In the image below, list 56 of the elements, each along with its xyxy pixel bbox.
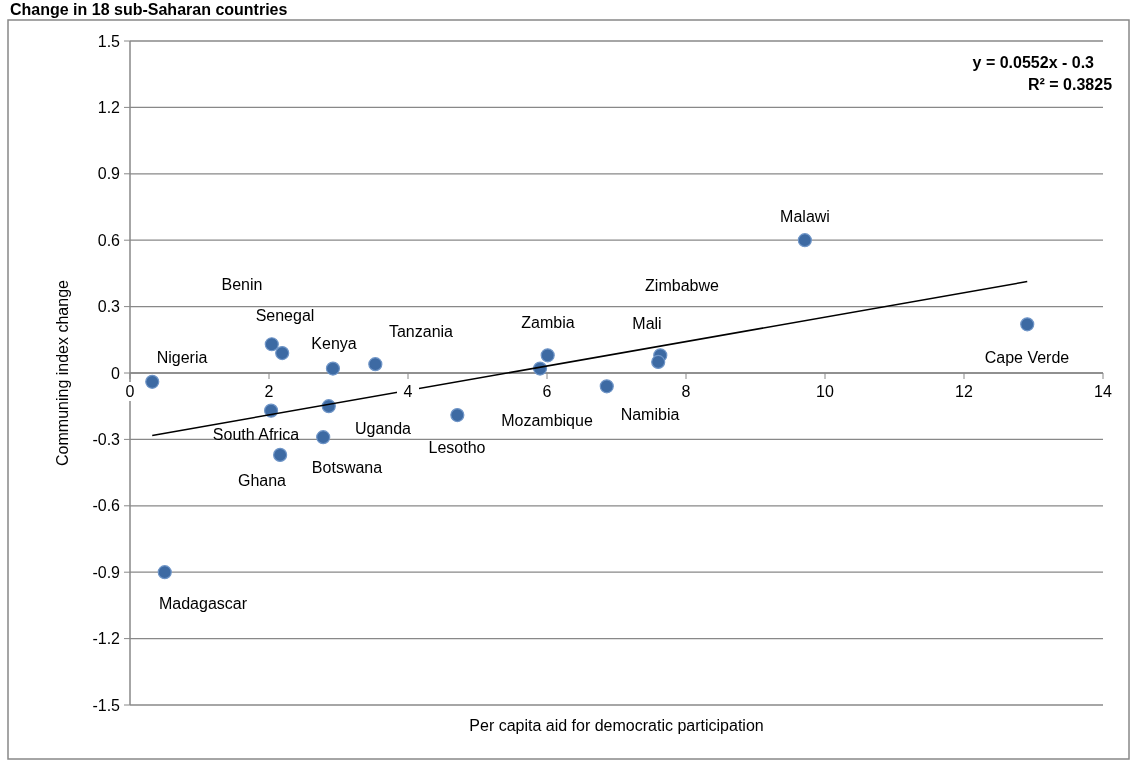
- annotation: Lesotho: [428, 438, 486, 456]
- annotation: Nigeria: [156, 348, 208, 366]
- chart-title: Change in 18 sub-Saharan countries: [10, 1, 288, 18]
- point: [273, 447, 288, 462]
- annotation: Benin: [221, 275, 263, 293]
- annotation: Zimbabwe: [645, 276, 719, 294]
- annotation: y = 0.0552x - 0.3: [972, 53, 1095, 71]
- point: [157, 565, 172, 580]
- y-tick-label: -0.3: [92, 431, 121, 448]
- x-tick-label: 6: [542, 383, 552, 400]
- point: [368, 357, 383, 372]
- annotation: Botswana: [311, 458, 383, 476]
- annotation: Malawi: [780, 207, 830, 225]
- annotation: Zambia: [521, 313, 575, 331]
- annotation: Mali: [632, 314, 662, 332]
- y-tick-label: 0.9: [97, 165, 121, 183]
- annotation: R² = 0.3825: [1027, 75, 1113, 93]
- x-tick-label: 12: [955, 383, 973, 400]
- annotation: Ghana: [237, 471, 287, 489]
- y-tick-label: 0.3: [97, 298, 121, 316]
- point: [145, 374, 160, 389]
- point: [316, 430, 331, 445]
- x-tick-label: 14: [1094, 383, 1112, 400]
- x-tick-label: 4: [403, 383, 413, 400]
- annotation: Uganda: [354, 419, 412, 437]
- point: [651, 354, 666, 370]
- point: [540, 348, 555, 363]
- x-tick-label: 2: [264, 383, 274, 400]
- x-tick-label: 10: [816, 383, 834, 400]
- annotation: South Africa: [212, 425, 300, 443]
- annotation: Kenya: [311, 334, 357, 352]
- y-tick-label: 1.5: [97, 32, 121, 50]
- annotation: Senegal: [255, 306, 315, 324]
- y-tick-label: -0.9: [92, 563, 121, 581]
- point: [275, 345, 290, 361]
- point: [325, 361, 341, 376]
- point: [797, 233, 812, 248]
- point: [1020, 317, 1035, 332]
- annotation: Madagascar: [158, 594, 248, 612]
- x-axis-title: Per capita aid for democratic participation: [469, 717, 764, 734]
- point: [264, 337, 279, 352]
- annotation: Namibia: [620, 405, 680, 423]
- y-axis-title: Communing index change: [54, 279, 71, 466]
- y-tick-label: -1.2: [92, 630, 121, 648]
- y-tick-label: 0: [111, 364, 121, 382]
- y-tick-label: 0.6: [97, 231, 121, 249]
- point: [599, 379, 614, 394]
- x-tick-label: 8: [681, 383, 691, 400]
- y-tick-label: -1.5: [92, 696, 121, 714]
- y-tick-label: -0.6: [92, 497, 121, 515]
- annotation: Cape Verde: [984, 348, 1070, 366]
- annotation: Tanzania: [388, 322, 454, 340]
- x-tick-label: 0: [125, 383, 135, 400]
- annotation: Mozambique: [501, 411, 593, 429]
- y-tick-label: 1.2: [97, 99, 121, 116]
- point: [450, 407, 465, 423]
